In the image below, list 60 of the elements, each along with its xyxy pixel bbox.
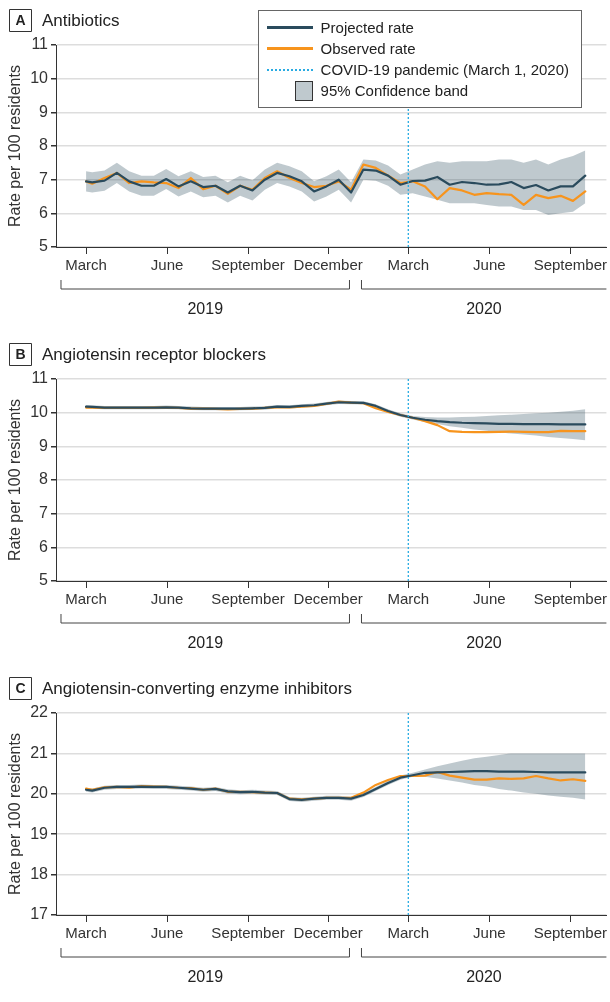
y-tick-label: 5 [39, 571, 49, 589]
y-axis-title: Rate per 100 residents [6, 733, 24, 895]
text: 2020 [466, 634, 502, 652]
y-tick-label: 5 [39, 237, 49, 255]
x-tick-label: September [533, 924, 607, 942]
y-tick-label: 19 [30, 824, 49, 842]
x-tick-label: June [473, 924, 506, 942]
legend-label: Projected rate [320, 19, 414, 36]
x-tick-label: September [211, 256, 285, 274]
x-tick-label: June [150, 924, 184, 942]
text: 2019 [187, 300, 224, 318]
x-tick-label: June [473, 256, 506, 274]
y-tick-label: 9 [39, 436, 49, 454]
x-tick-label: March [65, 256, 107, 274]
y-tick-label: 6 [39, 537, 49, 555]
ref-line-label: COVID-19 pandemic (March 1, 2020) [320, 61, 569, 78]
x-tick-label: March [387, 590, 430, 608]
x-tick-label: December [293, 590, 363, 608]
x-tick-label: June [150, 590, 184, 608]
x-tick-label: December [293, 256, 363, 274]
text: A [15, 11, 26, 28]
y-tick-label: 22 [30, 703, 49, 721]
chart-title: Angiotensin receptor blockers [42, 344, 266, 364]
x-tick-label: September [211, 924, 285, 942]
y-tick-label: 17 [30, 905, 49, 923]
x-tick-label: March [387, 924, 430, 942]
y-axis-title: Rate per 100 residents [6, 65, 24, 227]
x-tick-label: September [533, 590, 607, 608]
y-tick-label: 7 [39, 170, 49, 188]
x-tick-label: September [533, 256, 607, 274]
y-tick-label: 10 [30, 403, 49, 421]
y-tick-label: 7 [39, 504, 49, 522]
text: 2020 [466, 968, 502, 986]
y-tick-label: 18 [30, 865, 49, 883]
text: C [15, 679, 26, 696]
y-tick-label: 8 [39, 136, 49, 154]
x-tick-label: December [293, 924, 363, 942]
y-tick-label: 10 [30, 69, 49, 87]
y-tick-label: 20 [30, 784, 49, 802]
annotation: 95% Confidence band [320, 82, 469, 99]
x-tick-label: March [65, 924, 107, 942]
chart-title: Angiotensin-converting enzyme inhibitors [42, 678, 352, 698]
chart-title: Antibiotics [42, 10, 120, 30]
y-axis-title: Rate per 100 residents [6, 399, 24, 561]
text: B [15, 345, 26, 362]
y-tick-label: 6 [39, 203, 49, 221]
text: 2020 [466, 300, 502, 318]
x-tick-label: June [150, 256, 184, 274]
legend-label: Observed rate [320, 40, 416, 57]
text: 2019 [187, 968, 224, 986]
x-tick-label: March [65, 590, 107, 608]
y-tick-label: 11 [31, 369, 49, 387]
text: 2019 [187, 634, 224, 652]
x-tick-label: March [387, 256, 430, 274]
x-tick-label: September [211, 590, 285, 608]
y-tick-label: 21 [30, 743, 49, 761]
y-tick-label: 11 [31, 35, 49, 53]
y-tick-label: 9 [39, 102, 49, 120]
y-tick-label: 8 [39, 470, 49, 488]
x-tick-label: June [473, 590, 506, 608]
